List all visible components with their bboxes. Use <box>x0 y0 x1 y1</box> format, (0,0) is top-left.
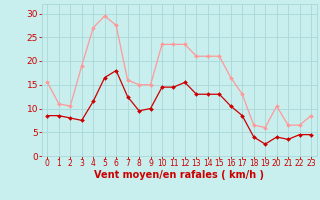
X-axis label: Vent moyen/en rafales ( km/h ): Vent moyen/en rafales ( km/h ) <box>94 170 264 180</box>
